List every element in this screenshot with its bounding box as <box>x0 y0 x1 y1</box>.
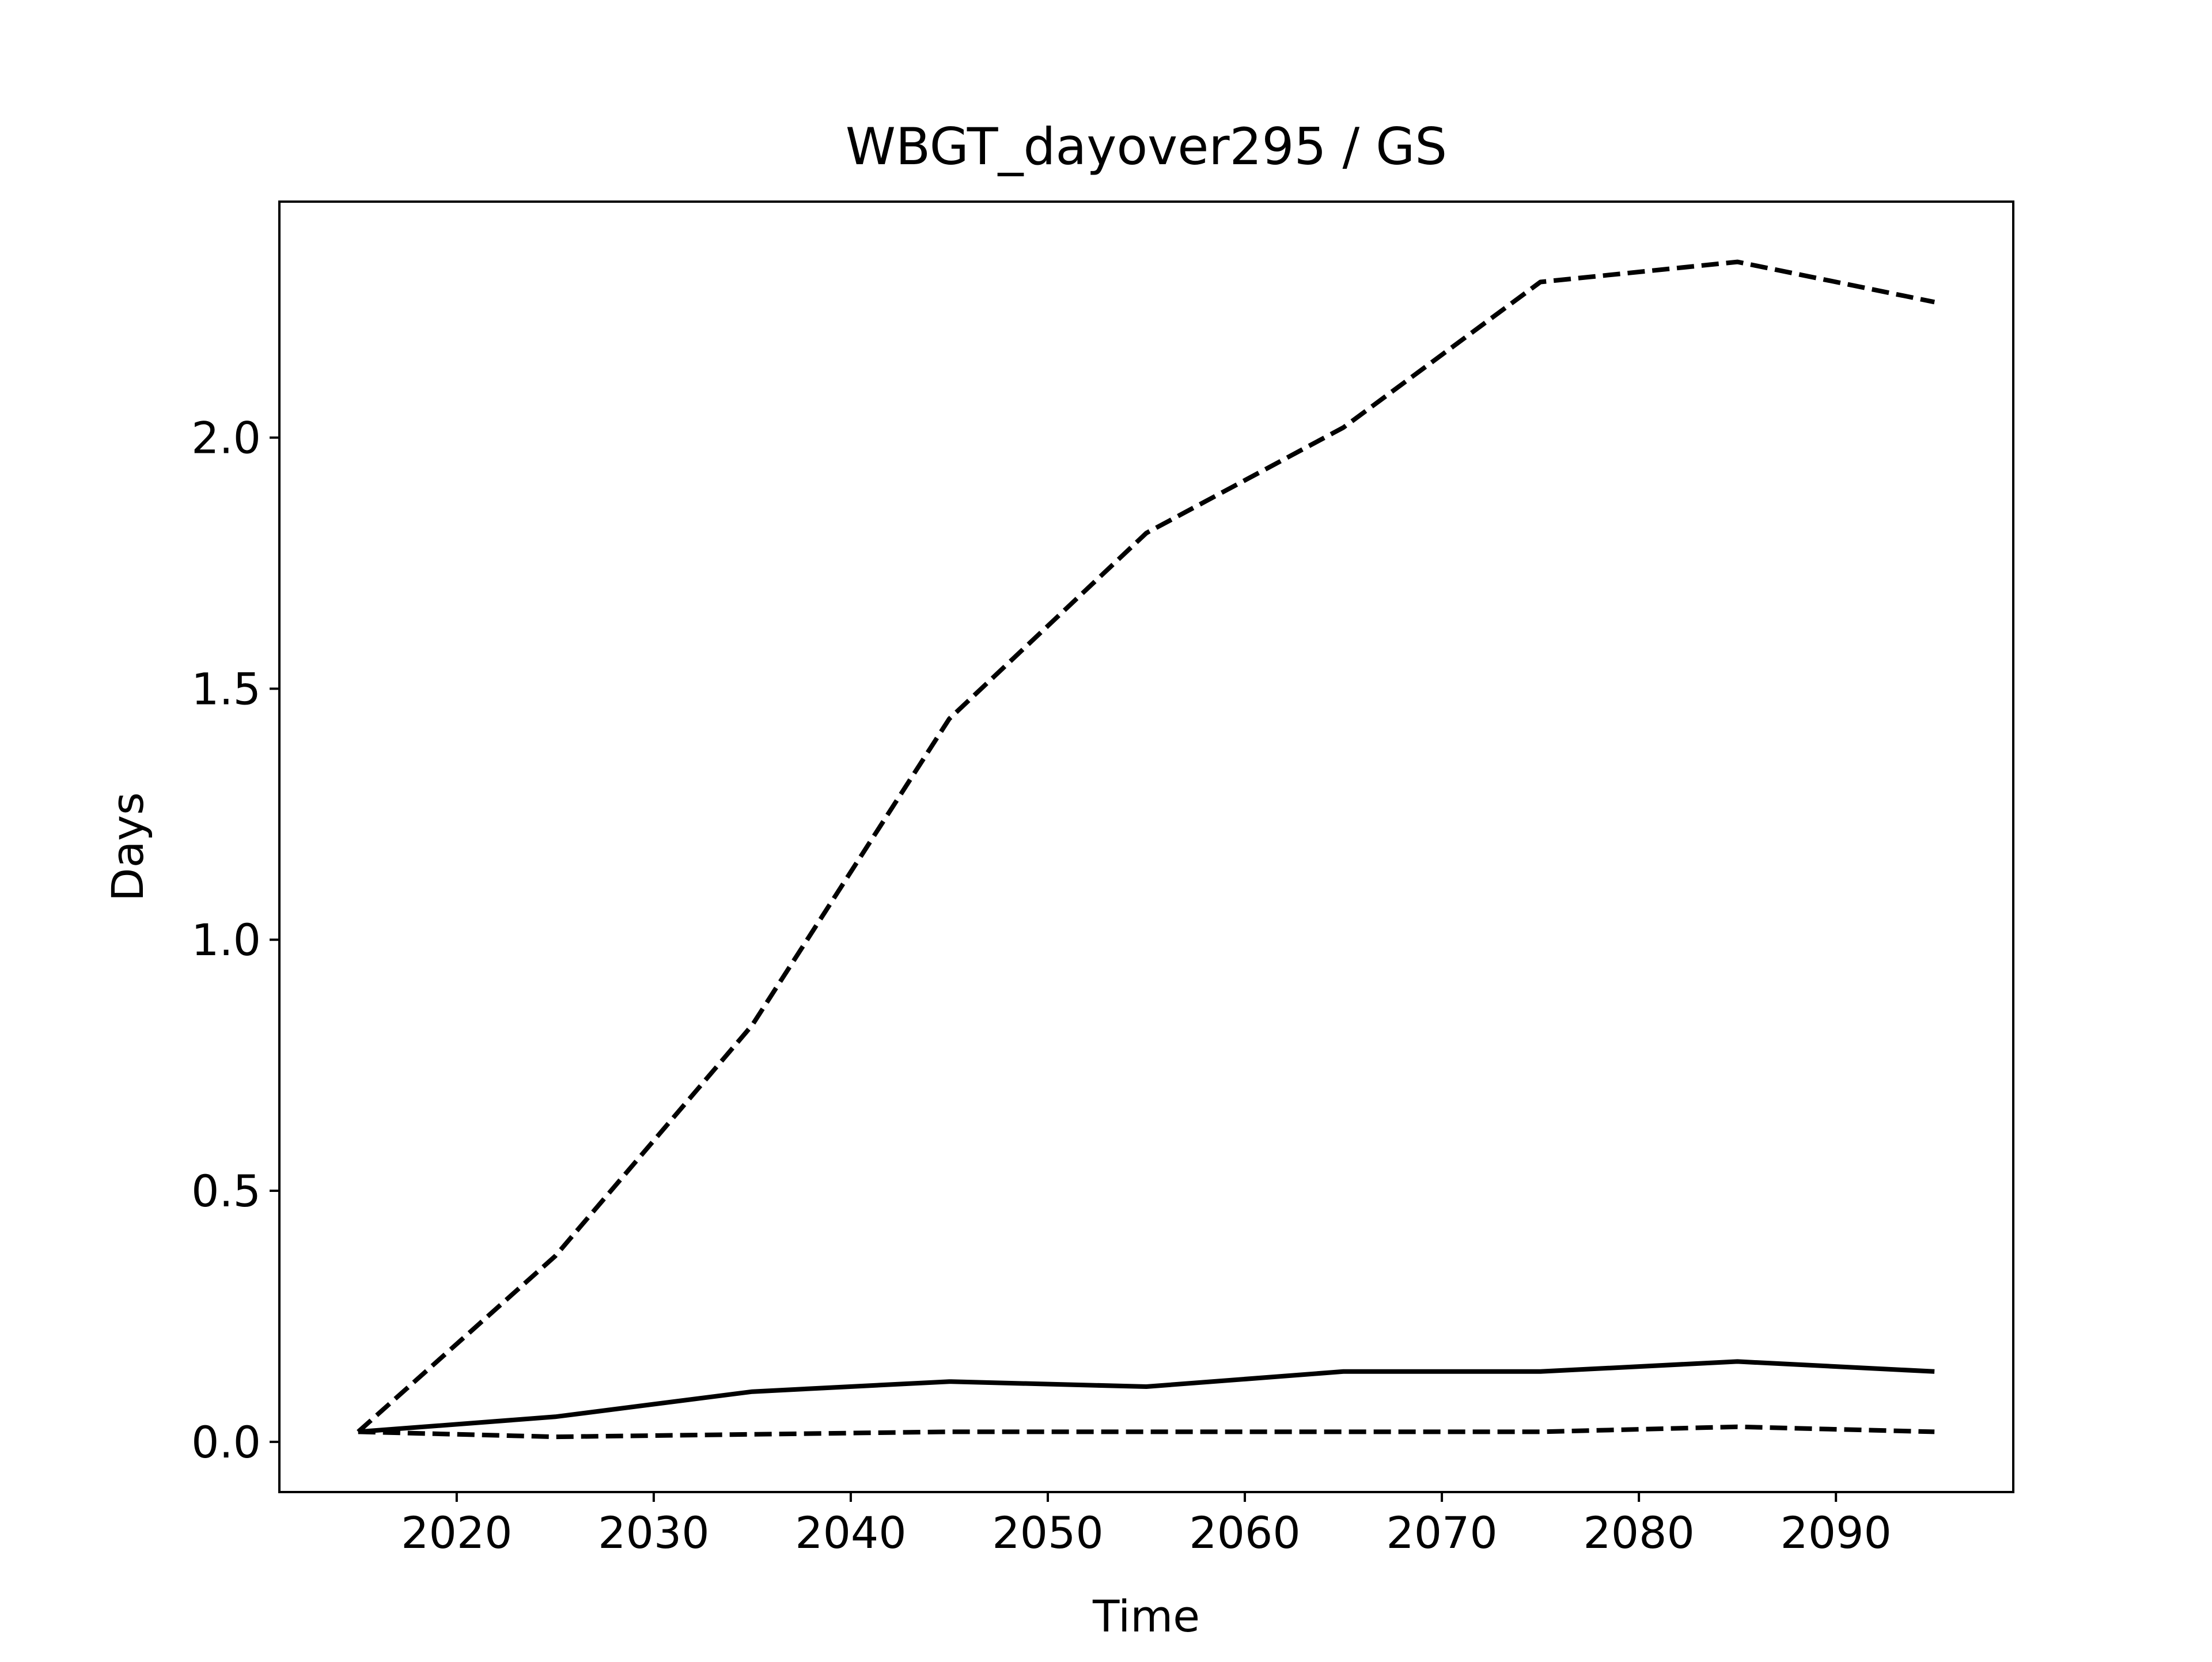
chart-title: WBGT_dayover295 / GS <box>846 117 1447 176</box>
x-tick-label: 2070 <box>1386 1507 1497 1558</box>
x-tick-label: 2050 <box>992 1507 1103 1558</box>
y-tick-label: 1.0 <box>191 914 261 966</box>
x-tick-label: 2040 <box>795 1507 906 1558</box>
y-axis-label: Days <box>102 792 153 902</box>
series-line-2 <box>358 1359 1935 1434</box>
x-axis-label: Time <box>1092 1591 1200 1642</box>
plot-frame <box>278 200 2014 1493</box>
y-tick-label: 2.0 <box>191 412 261 464</box>
series-line-1 <box>357 259 1935 1434</box>
x-tick-label: 2090 <box>1780 1507 1891 1558</box>
x-axis: 2020 2030 2040 2050 2060 2070 2080 2090 <box>401 1492 1892 1558</box>
x-tick-label: 2030 <box>598 1507 709 1558</box>
x-tick-label: 2060 <box>1189 1507 1300 1558</box>
y-tick-label: 0.0 <box>191 1417 261 1468</box>
y-tick-label: 1.5 <box>191 663 261 714</box>
plot-marks <box>357 259 1935 1440</box>
y-tick-label: 0.5 <box>191 1165 261 1217</box>
x-tick-label: 2080 <box>1583 1507 1694 1558</box>
series-line-3 <box>358 1424 1935 1440</box>
x-tick-label: 2020 <box>401 1507 512 1558</box>
y-axis: 0.0 0.5 1.0 1.5 2.0 <box>191 412 279 1468</box>
